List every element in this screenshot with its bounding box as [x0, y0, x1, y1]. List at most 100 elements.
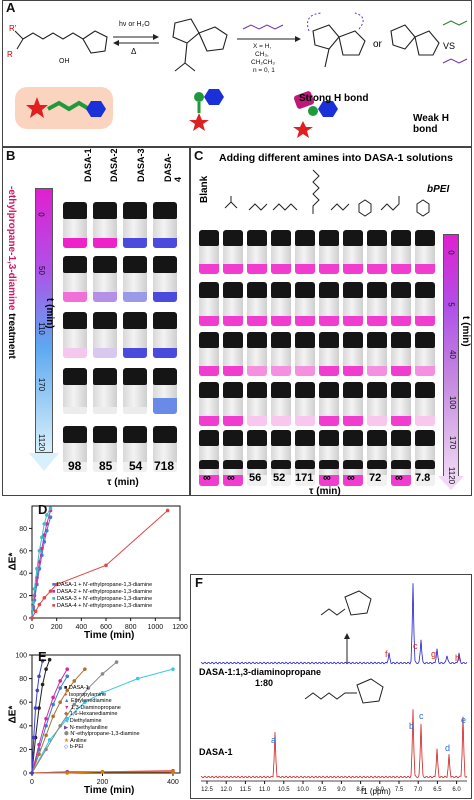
x-tick-label: 400 — [75, 624, 87, 631]
vial-c — [295, 282, 315, 326]
plot-frame — [31, 654, 181, 774]
c-tau-row: ∞ ∞ 56 52 171 ∞ ∞ 72 ∞ 7.8 — [203, 472, 443, 486]
blank-label: Blank — [199, 175, 210, 203]
blue-hexagon-icon — [86, 101, 106, 117]
data-point — [35, 688, 40, 693]
nmr-tick-label: 11.5 — [240, 787, 252, 793]
series-line — [31, 660, 44, 774]
b-tau-label: τ (min) — [107, 477, 139, 488]
vial-c — [343, 460, 363, 486]
vial-c — [271, 230, 291, 274]
vial-b — [153, 426, 177, 472]
vial-c — [391, 282, 411, 326]
c-tau-ethylenediamine: 56 — [249, 472, 262, 484]
c-tick-40: 40 — [447, 350, 457, 359]
f-peak-g: g — [431, 649, 437, 659]
vial-c — [199, 282, 219, 326]
panel-a-scheme: R' R OH — [7, 12, 468, 138]
data-point — [42, 522, 47, 526]
vial-c — [295, 332, 315, 376]
y-tick-label: 60 — [19, 700, 27, 707]
x-tick-label: 600 — [100, 624, 112, 631]
nmr-trace-bottom — [200, 709, 468, 779]
data-point — [33, 609, 38, 614]
x-tick-label: 200 — [51, 624, 63, 631]
vial-b — [63, 202, 87, 248]
vial-b — [153, 312, 177, 358]
panel-d: 0 200 400 600 800 1000 1200 0 20 40 60 80 D ΔE* Tim… — [2, 496, 190, 645]
nmr-tick-label: 9.0 — [337, 787, 346, 793]
c-tick-170: 170 — [448, 435, 458, 450]
e-legend-item: ▶ N-methylaniline — [64, 724, 108, 731]
data-point — [40, 682, 45, 687]
y-tick-label: 0 — [23, 616, 27, 623]
y-tick-label: 40 — [19, 723, 27, 730]
column-header-dasa4: DASA-4 — [163, 153, 183, 183]
molecule-bottom — [356, 678, 384, 704]
or-label: or — [373, 39, 382, 50]
vial-c — [295, 230, 315, 274]
c-time-gradient-arrowhead — [438, 476, 464, 490]
data-point — [44, 747, 48, 752]
data-point — [72, 679, 77, 683]
oh-label: OH — [59, 58, 70, 65]
nmr-tick-label: 6.0 — [452, 787, 461, 793]
arrow2-top-label: X = H, — [253, 43, 272, 50]
product-structure-1 — [312, 24, 366, 68]
data-point — [165, 508, 170, 513]
c-tau-blank: ∞ — [203, 472, 211, 484]
vial-b — [63, 256, 87, 302]
e-xlabel: Time (min) — [84, 785, 135, 796]
vial-c — [199, 332, 219, 376]
dasa-structure-left — [14, 30, 108, 54]
data-point — [83, 700, 87, 704]
vial-c — [223, 460, 243, 486]
data-point — [83, 667, 87, 671]
nmr-tick-label: 7.5 — [395, 787, 404, 793]
data-point — [44, 716, 48, 721]
nmr-tick-label: 10.0 — [297, 787, 309, 793]
data-point — [65, 688, 70, 693]
vial-c — [343, 282, 363, 326]
time-gradient-arrow — [35, 188, 53, 453]
column-header-dasa3: DASA-3 — [136, 148, 146, 182]
data-point — [86, 686, 91, 690]
panel-e: 0 200 400 0 20 40 60 80 100 E ΔE* Time (min) ■ D… — [2, 645, 190, 799]
panel-b-label: B — [6, 148, 16, 163]
vial-c — [391, 332, 411, 376]
vial-c — [415, 230, 435, 274]
vial-c — [199, 382, 219, 426]
y-tick-label: 80 — [19, 676, 27, 683]
vial-c — [247, 282, 267, 326]
f-peak-e: e — [461, 715, 467, 725]
data-point — [35, 566, 39, 571]
e-legend-item: ● Isopropylamine — [64, 691, 107, 698]
b-tick-1120: 1120 — [37, 433, 47, 452]
c-tau-n-methylaniline: ∞ — [347, 472, 355, 484]
data-point — [40, 659, 45, 663]
f-top-ratio: 1:80 — [255, 678, 274, 688]
b-tick-50: 50 — [36, 266, 46, 275]
vial-c — [247, 460, 267, 486]
c-tau-hexanediamine: 171 — [295, 472, 314, 484]
vial-b — [153, 202, 177, 248]
vial-b — [93, 368, 117, 414]
d-legend-item: ■ DASA-4 + N'-ethylpropane-1,3-diamine — [52, 603, 153, 609]
c-axis-label: t (min) — [460, 316, 471, 347]
vial-c — [415, 282, 435, 326]
bpei-label: bPEI — [427, 184, 450, 195]
data-point — [30, 771, 34, 775]
data-point — [58, 700, 62, 704]
data-point — [30, 616, 34, 620]
vial-c — [343, 332, 363, 376]
x-tick-label: 200 — [97, 779, 109, 786]
time-gradient-arrowhead — [29, 453, 59, 471]
data-point — [42, 533, 47, 537]
vial-b — [63, 312, 87, 358]
f-peak-a: a — [271, 735, 277, 745]
y-tick-label: 80 — [19, 526, 27, 533]
y-tick-label: 100 — [15, 653, 27, 660]
vial-c — [223, 382, 243, 426]
nmr-tick-label: 11.0 — [259, 787, 271, 793]
f-peak-d: d — [445, 743, 451, 753]
